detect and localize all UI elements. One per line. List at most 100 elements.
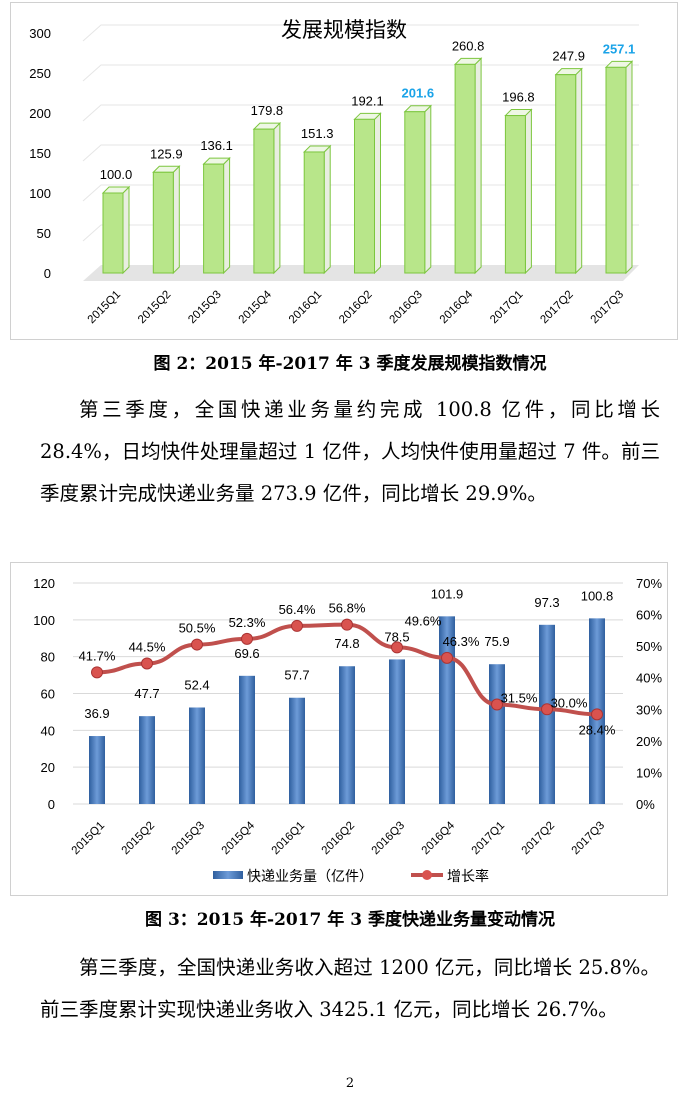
growth-data-label: 30.0% <box>551 695 588 710</box>
page-number: 2 <box>345 1076 355 1091</box>
chart-title: 发展规模指数 <box>281 19 407 42</box>
figure-2-caption: 图 2：2015 年-2017 年 3 季度发展规模指数情况 <box>153 354 547 374</box>
bar-2016Q1 <box>303 151 325 274</box>
bar-side <box>223 156 231 275</box>
bar-data-label: 78.5 <box>384 629 409 644</box>
x-tick-label: 2015Q1 <box>86 289 123 326</box>
bar-2015Q1 <box>102 192 124 274</box>
bar-2017Q3 <box>605 66 627 274</box>
y-tick-label: 300 <box>29 26 51 41</box>
x-tick-label: 2015Q4 <box>237 288 275 326</box>
bar-2016Q4 <box>454 63 476 274</box>
growth-point-2015Q2 <box>141 657 153 670</box>
bar-2016Q2 <box>339 666 355 804</box>
bar-data-label: 74.8 <box>334 636 359 651</box>
x-tick-label: 2015Q2 <box>120 820 157 857</box>
left-y-tick-label: 0 <box>48 797 55 812</box>
x-tick-label: 2017Q1 <box>488 289 525 326</box>
right-y-tick-label: 70% <box>636 576 662 591</box>
x-tick-label: 2015Q1 <box>70 820 107 857</box>
growth-data-label: 49.6% <box>405 613 442 628</box>
right-y-tick-label: 30% <box>636 702 662 717</box>
bar-side <box>524 108 532 275</box>
x-tick-label: 2015Q3 <box>186 289 223 326</box>
bar-2016Q1 <box>289 697 305 804</box>
growth-point-2016Q2 <box>341 618 353 631</box>
left-y-tick-label: 120 <box>33 576 55 591</box>
growth-data-label: 56.4% <box>279 602 316 617</box>
growth-data-label: 56.8% <box>329 601 366 616</box>
bar-2015Q2 <box>139 716 155 804</box>
bar-data-label: 57.7 <box>284 668 309 683</box>
data-label: 136.1 <box>200 138 233 153</box>
right-y-tick-label: 60% <box>636 608 662 623</box>
bar-side <box>122 185 130 275</box>
growth-point-2015Q4 <box>241 632 253 645</box>
growth-point-2017Q1 <box>491 698 503 711</box>
bar-2015Q4 <box>239 675 255 804</box>
development-index-chart: 0 50 100 150 200 250 300 发展规模指数 100.0 2015Q1 125.9… <box>10 2 678 340</box>
left-y-tick-label: 60 <box>41 687 55 702</box>
bar-side <box>374 112 381 275</box>
bar-2017Q2 <box>555 74 577 274</box>
growth-data-label: 52.3% <box>229 615 266 630</box>
growth-point-2015Q3 <box>191 638 203 651</box>
bar-data-label: 75.9 <box>484 634 509 649</box>
bar-data-label: 101.9 <box>431 586 464 601</box>
bar-side <box>625 60 633 275</box>
data-label: 151.3 <box>301 126 334 141</box>
growth-point-2016Q3 <box>391 641 403 654</box>
bar-2015Q3 <box>203 163 225 274</box>
bar-side <box>172 165 180 275</box>
bar-side <box>273 121 281 275</box>
bar-2016Q2 <box>354 118 375 274</box>
x-tick-label: 2015Q4 <box>220 819 258 857</box>
y-tick-label: 250 <box>29 66 51 81</box>
bar-data-label: 52.4 <box>184 677 209 692</box>
growth-data-label: 28.4% <box>579 722 616 737</box>
bar-2015Q3 <box>189 707 205 804</box>
x-tick-label: 2017Q1 <box>470 820 507 857</box>
y-tick-label: 0 <box>44 266 51 281</box>
bar-side <box>474 57 482 275</box>
growth-data-label: 50.5% <box>179 621 216 636</box>
x-tick-label: 2017Q3 <box>589 289 626 326</box>
right-y-tick-label: 10% <box>636 765 662 780</box>
paragraph-volume: 第三季度，全国快递业务量约完成 100.8 亿件，同比增长 28.4%，日均快件… <box>40 398 660 505</box>
legend-bar-label: 快递业务量（亿件） <box>247 868 373 884</box>
x-tick-label: 2016Q3 <box>387 289 424 326</box>
growth-data-label: 44.5% <box>129 640 166 655</box>
legend-bar-swatch <box>213 871 243 879</box>
left-y-tick-label: 40 <box>41 723 55 738</box>
right-y-tick-label: 20% <box>636 734 662 749</box>
y-tick-label: 150 <box>29 146 51 161</box>
x-tick-label: 2016Q2 <box>337 289 374 326</box>
data-label: 196.8 <box>502 90 535 105</box>
bar-2017Q1 <box>504 115 526 274</box>
left-y-tick-label: 20 <box>41 760 55 775</box>
x-tick-label: 2015Q2 <box>136 289 173 326</box>
bar-2016Q4 <box>439 616 455 804</box>
right-y-tick-label: 50% <box>636 639 662 654</box>
y-tick-label: 100 <box>29 186 51 201</box>
data-label: 201.6 <box>402 86 435 101</box>
bar-2015Q1 <box>89 736 105 804</box>
growth-point-2015Q1 <box>91 666 103 679</box>
bar-data-label: 97.3 <box>534 595 559 610</box>
bar-data-label: 69.6 <box>234 646 259 661</box>
right-y-tick-label: 40% <box>636 671 662 686</box>
x-tick-label: 2016Q4 <box>420 819 458 857</box>
x-tick-label: 2017Q3 <box>570 820 607 857</box>
growth-point-2017Q3 <box>591 708 603 721</box>
x-tick-label: 2017Q2 <box>538 289 575 326</box>
growth-point-2016Q1 <box>291 619 303 632</box>
left-y-tick-label: 100 <box>33 613 55 628</box>
data-label: 179.8 <box>251 103 284 118</box>
gridline <box>82 24 639 42</box>
left-y-tick-label: 80 <box>41 650 55 665</box>
y-tick-label: 50 <box>37 226 51 241</box>
growth-data-label: 31.5% <box>501 691 538 706</box>
data-label: 260.8 <box>452 38 485 53</box>
bar-2017Q1 <box>489 664 505 804</box>
x-tick-label: 2017Q2 <box>520 820 557 857</box>
